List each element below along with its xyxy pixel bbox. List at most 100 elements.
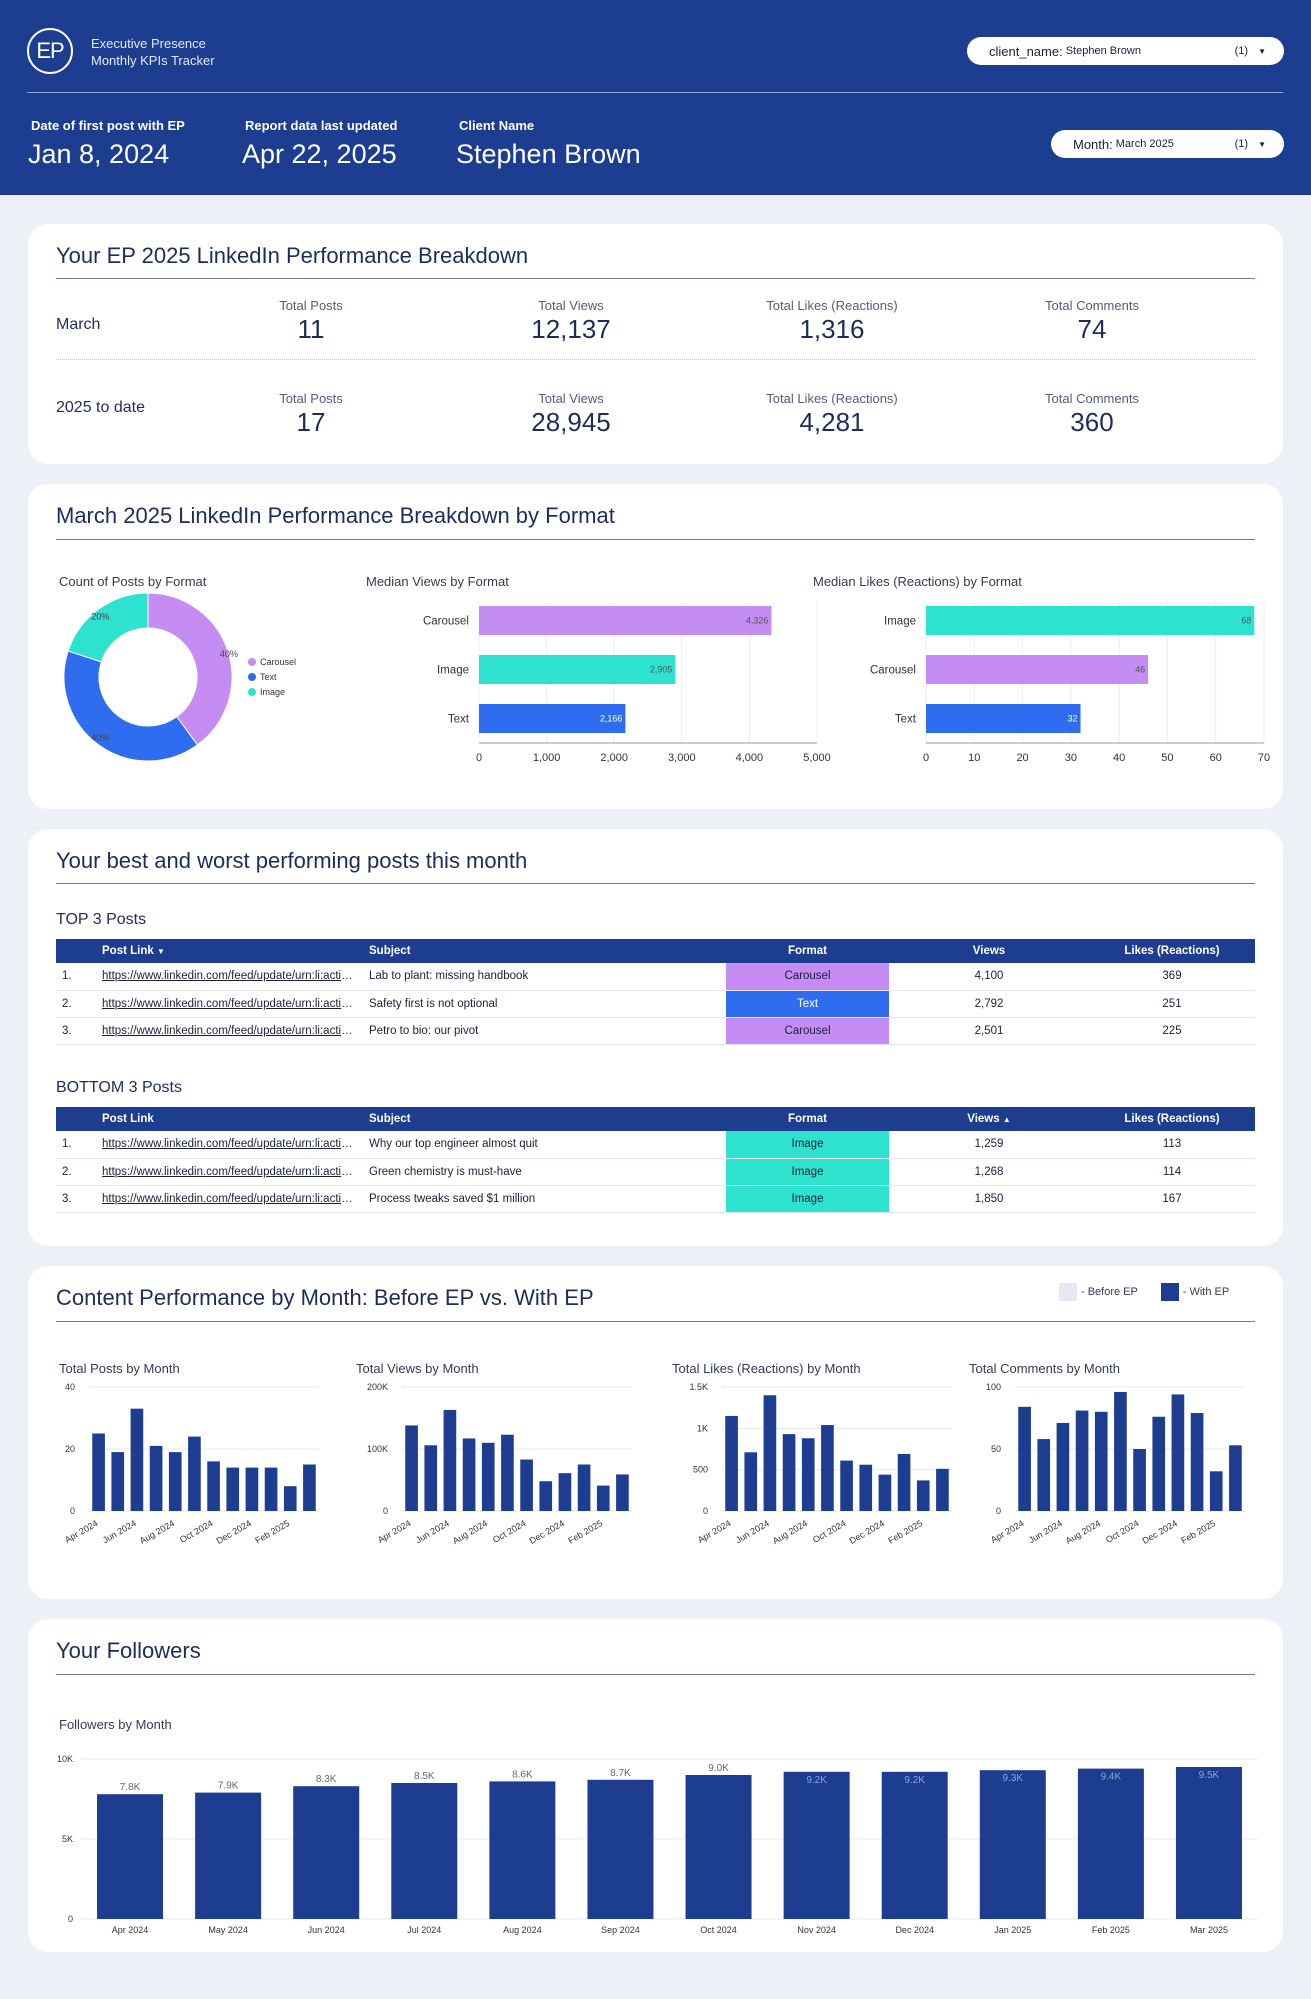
followers-card: Your Followers Followers by Month 0 5K 10K 7… <box>28 1619 1283 1952</box>
bar-value-label: 4,326 <box>746 616 769 626</box>
col-likes[interactable]: Likes (Reactions) <box>1089 939 1255 963</box>
bar-image <box>926 606 1255 635</box>
bar-dec-2024 <box>558 1473 572 1511</box>
x-tick-label: Mar 2025 <box>1190 1925 1228 1935</box>
followers-value-label: 8.3K <box>316 1774 337 1785</box>
top-posts-table: Post Link ▼ Subject Format Views Likes (… <box>56 939 1255 1045</box>
bar-jul-2024 <box>1075 1410 1089 1511</box>
format-card: March 2025 LinkedIn Performance Breakdow… <box>28 484 1283 809</box>
col-subject[interactable]: Subject <box>363 939 726 963</box>
x-tick-label: 4,000 <box>736 752 764 764</box>
bar-value-label: 68 <box>1241 616 1251 626</box>
y-tick-label: Image <box>437 665 469 677</box>
y-tick-label: 100 <box>986 1382 1001 1392</box>
format-donut-chart: 40% 40% 20% Carousel Text Image <box>63 592 296 762</box>
followers-value-label: 9.5K <box>1199 1770 1220 1781</box>
col-post-link[interactable]: Post Link <box>96 1107 363 1131</box>
post-subject: Green chemistry is must-have <box>363 1158 726 1186</box>
post-views: 2,501 <box>889 1017 1089 1045</box>
y-tick-label: 50 <box>991 1444 1001 1454</box>
followers-value-label: 9.2K <box>904 1775 925 1786</box>
post-link[interactable]: https://www.linkedin.com/feed/update/urn… <box>96 990 363 1018</box>
bar-mar-2025 <box>616 1474 629 1511</box>
col-views[interactable]: Views ▲ <box>889 1107 1089 1131</box>
x-tick-label: Oct 2024 <box>811 1518 848 1545</box>
followers-bar <box>293 1786 360 1919</box>
y-tick-label: Text <box>448 714 470 726</box>
bar-sep-2024 <box>188 1436 201 1511</box>
followers-bar <box>1175 1767 1242 1919</box>
col-format[interactable]: Format <box>726 1107 889 1131</box>
y-tick-label: 1.5K <box>689 1382 708 1392</box>
client-name-filter[interactable]: client_name: Stephen Brown (1) ▼ <box>967 37 1284 65</box>
post-link[interactable]: https://www.linkedin.com/feed/update/urn… <box>96 963 363 991</box>
donut-slice-label: 40% <box>220 649 238 659</box>
x-tick-label: Jun 2024 <box>414 1518 451 1545</box>
post-subject: Lab to plant: missing handbook <box>363 963 726 991</box>
col-likes[interactable]: Likes (Reactions) <box>1089 1107 1255 1131</box>
post-subject: Safety first is not optional <box>363 990 726 1018</box>
y-tick-label: 0 <box>996 1506 1001 1516</box>
monthly-legend: - Before EP - With EP <box>1059 1283 1229 1301</box>
views-format-title: Median Views by Format <box>366 574 509 589</box>
followers-value-label: 9.4K <box>1101 1772 1122 1783</box>
col-views[interactable]: Views <box>889 939 1089 963</box>
bar-nov-2024 <box>859 1464 873 1511</box>
bar-text <box>479 704 626 733</box>
sort-desc-icon[interactable]: ▼ <box>156 947 165 956</box>
legend-label-carousel: Carousel <box>260 657 296 667</box>
bar-may-2024 <box>744 1452 758 1511</box>
legend-dot-image <box>248 688 256 696</box>
chevron-down-icon[interactable]: ▼ <box>1258 139 1266 149</box>
post-format: Image <box>726 1185 889 1213</box>
month-filter[interactable]: Month: March 2025 (1) ▼ <box>1051 130 1284 158</box>
post-subject: Why our top engineer almost quit <box>363 1131 726 1159</box>
kpi-total-comments: Total Comments 74 <box>992 298 1192 345</box>
followers-by-month-chart: Followers by Month 0 5K 10K 7.8K Apr 2024 7.9K… <box>57 1717 1258 1935</box>
post-link[interactable]: https://www.linkedin.com/feed/update/urn… <box>96 1131 363 1159</box>
x-tick-label: Sep 2024 <box>601 1925 640 1935</box>
x-tick-label: Oct 2024 <box>491 1518 528 1545</box>
table-row: 1. https://www.linkedin.com/feed/update/u… <box>56 1131 1255 1159</box>
x-tick-label: Dec 2024 <box>895 1925 934 1935</box>
bar-apr-2024 <box>405 1425 418 1511</box>
x-tick-label: Apr 2024 <box>989 1518 1026 1545</box>
donut-slice-label: 40% <box>91 732 109 742</box>
post-link[interactable]: https://www.linkedin.com/feed/update/urn… <box>96 1185 363 1213</box>
col-post-link[interactable]: Post Link ▼ <box>96 939 363 963</box>
post-likes: 114 <box>1089 1158 1255 1186</box>
bar-oct-2024 <box>840 1460 853 1511</box>
col-subject[interactable]: Subject <box>363 1107 726 1131</box>
ep-logo: EP <box>27 28 73 74</box>
kpi-row-divider <box>56 359 1255 360</box>
row-number: 3. <box>56 1017 96 1045</box>
x-tick-label: 0 <box>923 752 929 764</box>
kpi-row-label: 2025 to date <box>56 399 145 416</box>
metric-value: 17 <box>296 407 326 437</box>
chevron-down-icon[interactable]: ▼ <box>1258 46 1266 56</box>
bottom-posts-table: Post Link Subject Format Views ▲ Likes (… <box>56 1107 1255 1213</box>
bar-mar-2025 <box>936 1468 949 1511</box>
bar-jul-2024 <box>782 1434 796 1511</box>
post-link[interactable]: https://www.linkedin.com/feed/update/urn… <box>96 1158 363 1186</box>
followers-value-label: 8.6K <box>512 1769 533 1780</box>
legend-label-text: Text <box>260 672 277 682</box>
bar-aug-2024 <box>481 1442 495 1511</box>
posts-card: Your best and worst performing posts thi… <box>28 829 1283 1246</box>
bar-feb-2025 <box>283 1486 297 1511</box>
metric-value: 4,281 <box>799 407 865 437</box>
bar-dec-2024 <box>245 1467 259 1511</box>
x-tick-label: Feb 2025 <box>566 1518 604 1546</box>
x-tick-label: Jun 2024 <box>308 1925 345 1935</box>
post-link[interactable]: https://www.linkedin.com/feed/update/urn… <box>96 1017 363 1045</box>
x-tick-label: Aug 2024 <box>1064 1518 1102 1546</box>
col-format[interactable]: Format <box>726 939 889 963</box>
bar-carousel <box>479 606 772 635</box>
bar-apr-2024 <box>1018 1406 1031 1511</box>
sort-asc-icon[interactable]: ▲ <box>1002 1115 1011 1124</box>
chart-title: Total Comments by Month <box>969 1361 1120 1376</box>
y-tick-label: 0 <box>703 1506 708 1516</box>
bar-feb-2025 <box>916 1480 930 1511</box>
bar-feb-2025 <box>596 1485 610 1511</box>
metric-label: Total Posts <box>279 391 343 406</box>
